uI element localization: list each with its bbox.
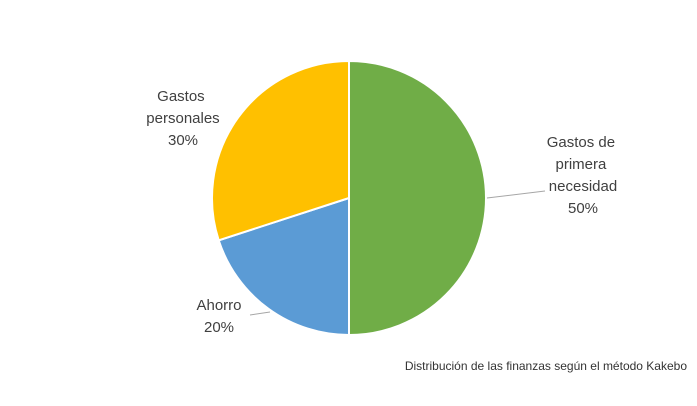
value-label: 20%	[204, 319, 234, 336]
chart-caption: Distribución de las finanzas según el mé…	[405, 359, 687, 373]
pie-slice	[217, 196, 350, 337]
pie-slice	[211, 59, 350, 242]
slice-label: Gastos de primera necesidad	[547, 134, 620, 195]
leader-line	[249, 311, 271, 316]
slice-label: Ahorro	[196, 297, 241, 314]
leader-line	[486, 190, 546, 199]
slice-label: Gastos personales	[146, 88, 219, 127]
value-label: 50%	[568, 200, 598, 217]
pie-slice	[348, 59, 487, 337]
value-label: 30%	[168, 132, 198, 149]
